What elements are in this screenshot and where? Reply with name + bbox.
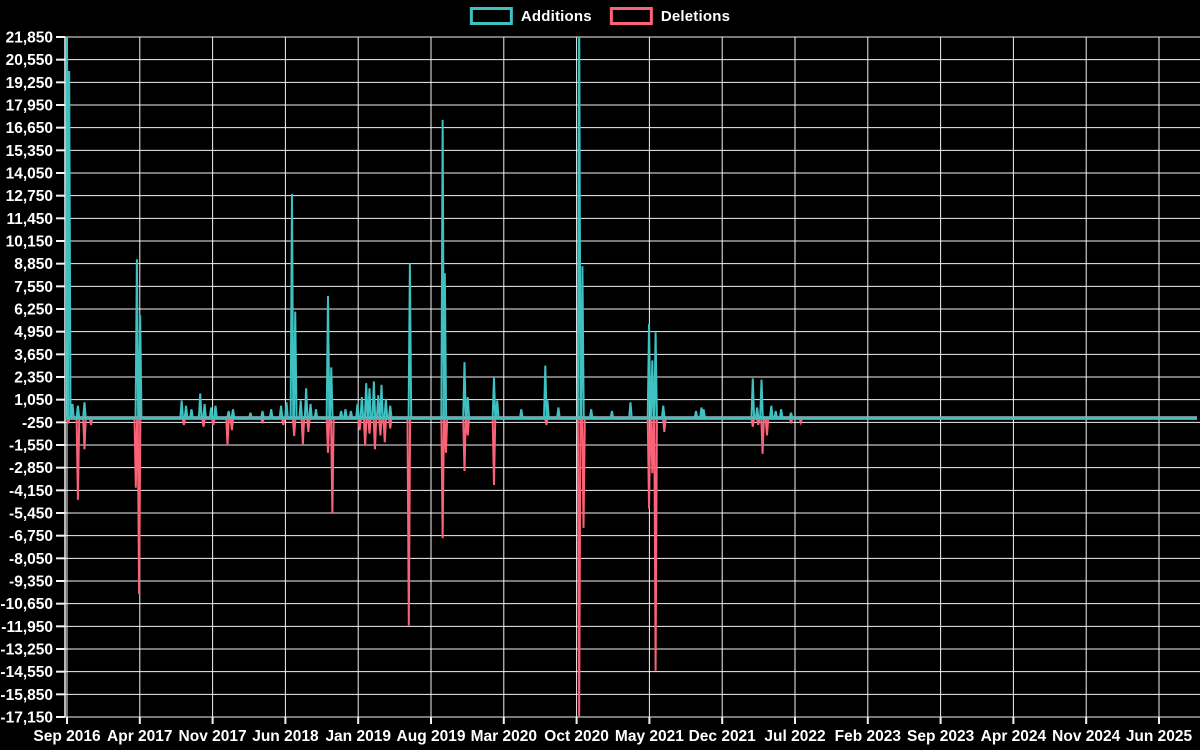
x-tick-label: Aug 2019 — [397, 728, 466, 745]
x-tick-label: Oct 2020 — [544, 728, 609, 745]
x-tick-label: Jan 2019 — [325, 728, 391, 745]
x-tick-label: Apr 2017 — [107, 728, 172, 745]
y-tick-label: -5,450 — [9, 506, 53, 523]
deletions-swatch-icon — [609, 7, 653, 25]
y-tick-label: 20,550 — [6, 52, 53, 69]
y-tick-label: -17,150 — [0, 710, 53, 727]
y-tick-label: 16,650 — [6, 120, 53, 137]
y-tick-label: 4,950 — [14, 324, 53, 341]
y-tick-label: 2,350 — [14, 370, 53, 387]
y-tick-label: -15,850 — [0, 687, 53, 704]
y-tick-label: 15,350 — [6, 143, 53, 160]
y-tick-label: 6,250 — [14, 302, 53, 319]
legend-item-deletions[interactable]: Deletions — [609, 7, 731, 25]
y-tick-label: -13,250 — [0, 642, 53, 659]
x-tick-label: Dec 2021 — [689, 728, 757, 745]
x-tick-label: Feb 2023 — [835, 728, 902, 745]
x-tick-label: May 2021 — [615, 728, 684, 745]
y-tick-label: 3,650 — [14, 347, 53, 364]
y-tick-label: 19,250 — [6, 75, 53, 92]
y-axis-labels: 21,850 20,550 19,250 17,950 16,650 15,350 14,0… — [0, 30, 53, 727]
x-tick-label: Nov 2017 — [179, 728, 247, 745]
y-tick-label: -2,850 — [9, 460, 53, 477]
y-tick-label: -11,950 — [1, 619, 53, 636]
y-tick-label: -1,550 — [9, 438, 53, 455]
x-tick-label: Sep 2016 — [33, 728, 101, 745]
y-tick-label: -10,650 — [0, 596, 53, 613]
y-tick-label: 10,150 — [6, 234, 53, 251]
x-gridlines — [66, 37, 1160, 724]
y-tick-label: 11,450 — [6, 211, 53, 228]
additions-line — [65, 37, 1197, 419]
x-axis-labels: Sep 2016 Apr 2017 Nov 2017 Jun 2018 Jan 2019… — [33, 728, 1192, 745]
y-tick-label: 12,750 — [6, 188, 53, 205]
y-tick-label: 14,050 — [6, 166, 53, 183]
y-tick-label: -250 — [22, 415, 53, 432]
x-tick-label: Nov 2024 — [1052, 728, 1120, 745]
x-tick-label: Sep 2023 — [907, 728, 975, 745]
y-tick-label: -4,150 — [9, 483, 53, 500]
y-tick-label: -14,550 — [0, 664, 53, 681]
y-tick-label: 21,850 — [6, 30, 53, 47]
additions-swatch-icon — [469, 7, 513, 25]
x-tick-label: Jul 2022 — [764, 728, 825, 745]
y-tick-label: -9,350 — [9, 574, 53, 591]
x-tick-label: Jun 2018 — [252, 728, 319, 745]
x-tick-label: Mar 2020 — [471, 728, 537, 745]
y-tick-label: 17,950 — [6, 98, 53, 115]
legend-label-deletions: Deletions — [660, 7, 731, 25]
chart-legend: Additions Deletions — [469, 7, 731, 25]
y-tick-label: -8,050 — [9, 551, 53, 568]
y-gridlines — [56, 36, 1200, 718]
legend-label-additions: Additions — [520, 7, 592, 25]
x-tick-label: Jun 2025 — [1126, 728, 1193, 745]
legend-item-additions[interactable]: Additions — [469, 7, 592, 25]
x-tick-label: Apr 2024 — [981, 728, 1047, 745]
y-tick-label: -6,750 — [9, 528, 53, 545]
y-tick-label: 1,050 — [14, 392, 53, 409]
y-tick-label: 7,550 — [14, 279, 53, 296]
y-tick-label: 8,850 — [14, 256, 53, 273]
